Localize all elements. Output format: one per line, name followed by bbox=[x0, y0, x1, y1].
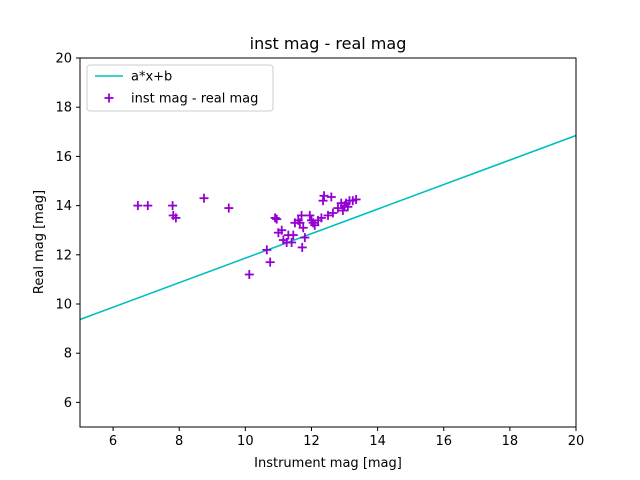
data-point bbox=[333, 203, 343, 213]
data-point bbox=[270, 213, 280, 223]
data-point bbox=[326, 192, 336, 202]
x-tick-label: 20 bbox=[568, 434, 585, 449]
y-tick-label: 14 bbox=[55, 199, 72, 214]
y-tick-label: 16 bbox=[55, 150, 72, 165]
y-tick-label: 6 bbox=[64, 396, 72, 411]
data-point bbox=[297, 242, 307, 252]
plot-area: 6 8 10 12 14 16 18 20 6 8 10 12 14 16 18 20 bbox=[55, 52, 584, 450]
data-point bbox=[199, 193, 209, 203]
legend-label: inst mag - real mag bbox=[131, 92, 258, 107]
data-point bbox=[319, 191, 329, 201]
y-tick-label: 18 bbox=[55, 101, 72, 116]
data-point bbox=[328, 208, 338, 218]
y-tick-label: 8 bbox=[64, 347, 72, 362]
fit-line bbox=[80, 134, 576, 321]
data-point bbox=[338, 206, 348, 216]
data-point bbox=[265, 257, 275, 267]
data-point bbox=[133, 201, 143, 211]
plot-frame bbox=[79, 57, 577, 428]
data-point bbox=[171, 213, 181, 223]
y-axis-label: Real mag [mag] bbox=[32, 190, 47, 294]
y-tick-label: 10 bbox=[55, 298, 72, 313]
data-point bbox=[262, 245, 272, 255]
data-point bbox=[316, 213, 326, 223]
data-point bbox=[287, 238, 297, 247]
legend-box bbox=[86, 64, 274, 112]
x-tick-label: 16 bbox=[435, 434, 452, 449]
x-tick-label: 18 bbox=[502, 434, 519, 449]
x-tick-label: 10 bbox=[237, 434, 254, 449]
data-point bbox=[277, 225, 287, 235]
data-point bbox=[318, 196, 328, 206]
data-point bbox=[272, 214, 282, 224]
legend: a*x+b inst mag - real mag bbox=[86, 64, 274, 112]
data-point bbox=[288, 230, 298, 240]
x-tick-label: 14 bbox=[369, 434, 386, 449]
data-point bbox=[143, 201, 153, 211]
data-layer bbox=[80, 134, 576, 321]
data-point bbox=[224, 203, 234, 213]
data-point bbox=[351, 194, 361, 204]
data-point bbox=[323, 210, 333, 220]
data-point bbox=[244, 269, 254, 279]
legend-marker-swatch bbox=[104, 93, 114, 103]
x-tick-label: 12 bbox=[303, 434, 320, 449]
x-tick-label: 6 bbox=[109, 434, 117, 449]
data-point bbox=[297, 210, 307, 220]
legend-label: a*x+b bbox=[131, 70, 172, 85]
data-point bbox=[343, 202, 353, 212]
y-tick-label: 12 bbox=[55, 248, 72, 263]
data-point bbox=[305, 210, 315, 220]
data-point bbox=[310, 220, 320, 230]
x-axis-label: Instrument mag [mag] bbox=[254, 456, 402, 471]
data-point bbox=[298, 223, 308, 233]
data-point bbox=[295, 218, 305, 228]
chart-title: inst mag - real mag bbox=[250, 34, 407, 53]
data-point bbox=[300, 233, 310, 243]
data-point bbox=[168, 201, 178, 211]
x-tick-label: 8 bbox=[175, 434, 183, 449]
y-tick-label: 20 bbox=[55, 52, 72, 67]
